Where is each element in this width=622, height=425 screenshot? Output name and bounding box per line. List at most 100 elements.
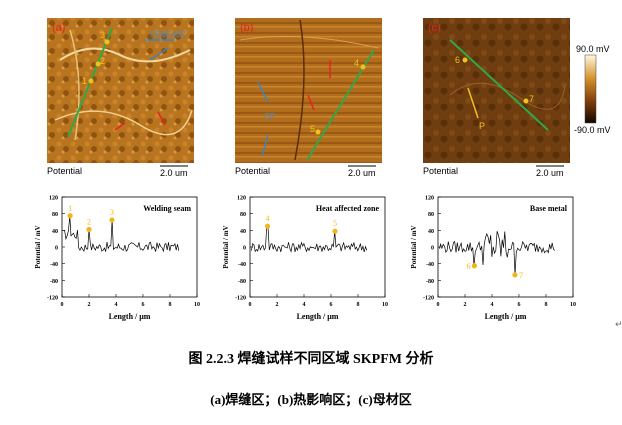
potential-trace [251, 225, 368, 253]
y-tick-label: -40 [50, 262, 58, 268]
panel-c-label: (c) [428, 22, 441, 34]
y-tick-label: 40 [240, 229, 246, 235]
y-tick-label: 0 [431, 246, 434, 252]
panel-c-scalebar: 2.0 um [536, 168, 564, 178]
colorbar [584, 54, 597, 124]
arrow [467, 87, 479, 119]
afm-panel-b [235, 18, 382, 177]
plot-title: Welding seam [143, 204, 191, 213]
plot-title: Base metal [530, 204, 568, 213]
x-axis-label: Length / μm [297, 312, 339, 321]
y-tick-label: 80 [52, 212, 58, 218]
y-tick-label: 80 [240, 212, 246, 218]
panel-b-potential: Potential [235, 166, 271, 176]
point-label-2: 2 [87, 218, 91, 227]
point-label-1: 1 [68, 204, 72, 213]
y-tick-label: 80 [428, 212, 434, 218]
marker-1 [88, 78, 94, 84]
x-tick-label: 2 [276, 302, 279, 308]
x-tick-label: 6 [518, 302, 521, 308]
y-tick-label: -40 [426, 262, 434, 268]
y-tick-label: 0 [243, 246, 246, 252]
potential-trace [439, 231, 556, 275]
marker-6 [462, 57, 468, 63]
scan-line [449, 39, 549, 131]
panel-a-annotation-2: 2 [100, 56, 106, 66]
point-marker-5 [332, 228, 338, 234]
point-label-4: 4 [266, 214, 270, 223]
figure-caption-subtitle: (a)焊缝区；(b)热影响区；(c)母材区 [210, 392, 412, 407]
arrow [157, 111, 166, 126]
point-label-6: 6 [466, 262, 470, 271]
point-marker-2 [86, 226, 92, 233]
point-marker-1 [67, 213, 73, 219]
y-tick-label: 120 [425, 196, 434, 202]
y-tick-label: -120 [235, 296, 246, 302]
x-tick-label: 10 [382, 302, 388, 308]
y-tick-label: 120 [49, 196, 58, 202]
x-tick-label: 8 [169, 302, 172, 308]
panel-a-scalebar: 2.0 um [160, 168, 188, 178]
panel-c-annotation-7: 7 [529, 94, 535, 104]
x-tick-label: 4 [115, 302, 118, 308]
figure-caption-title: 图 2.2.3 焊缝试样不同区域 SKPFM 分析 [188, 352, 434, 367]
x-axis-label: Length / μm [109, 312, 151, 321]
panel-b-label: (b) [240, 22, 254, 34]
afm-images [47, 18, 597, 177]
point-marker-6 [471, 263, 478, 269]
paragraph-mark: ↵ [615, 320, 622, 330]
y-tick-label: -80 [50, 279, 58, 285]
y-axis-label: Potential / mV [410, 225, 418, 268]
arrow [257, 81, 269, 103]
x-tick-label: 0 [249, 302, 252, 308]
panel-c-potential: Potential [423, 166, 459, 176]
marker-2 [95, 61, 101, 67]
x-tick-label: 10 [194, 302, 200, 308]
x-tick-label: 4 [303, 302, 306, 308]
marker-3 [104, 39, 110, 45]
y-tick-label: -120 [423, 296, 434, 302]
x-tick-label: 6 [142, 302, 145, 308]
y-tick-label: -40 [238, 262, 246, 268]
y-tick-label: 40 [52, 229, 58, 235]
panel-b-annotation-cp: CP [264, 112, 276, 121]
panel-b-annotation-5: 5 [310, 124, 316, 134]
marker-7 [523, 98, 529, 104]
panel-a-annotation-3: 3 [100, 30, 106, 40]
arrow [307, 94, 315, 111]
colorbar-min: -90.0 mV [574, 125, 611, 135]
y-tick-label: 120 [237, 196, 246, 202]
x-tick-label: 0 [61, 302, 64, 308]
arrow [114, 122, 126, 131]
x-tick-label: 8 [545, 302, 548, 308]
point-label-7: 7 [519, 271, 523, 280]
y-axis-label: Potential / mV [222, 225, 230, 268]
y-tick-label: -80 [238, 279, 246, 285]
point-marker-3 [109, 217, 115, 223]
marker-5 [315, 129, 321, 135]
x-tick-label: 0 [437, 302, 440, 308]
x-tick-label: 6 [330, 302, 333, 308]
arrow [261, 134, 269, 157]
y-axis-label: Potential / mV [34, 225, 42, 268]
point-marker-7 [512, 272, 518, 278]
panel-a-label: (a) [52, 22, 66, 34]
x-tick-label: 2 [88, 302, 91, 308]
y-tick-label: 40 [428, 229, 434, 235]
panel-a-annotation-cp: CP&Fe3C [150, 30, 187, 39]
point-marker-4 [264, 223, 271, 229]
x-axis-label: Length / μm [485, 312, 527, 321]
marker-4 [360, 64, 366, 70]
x-tick-label: 10 [570, 302, 576, 308]
x-tick-label: 8 [357, 302, 360, 308]
y-tick-label: -80 [426, 279, 434, 285]
afm-panel-a [47, 18, 194, 177]
y-tick-label: 0 [55, 246, 58, 252]
panel-b-scalebar: 2.0 um [348, 168, 376, 178]
potential-trace [63, 215, 180, 253]
colorbar-max: 90.0 mV [576, 44, 610, 54]
